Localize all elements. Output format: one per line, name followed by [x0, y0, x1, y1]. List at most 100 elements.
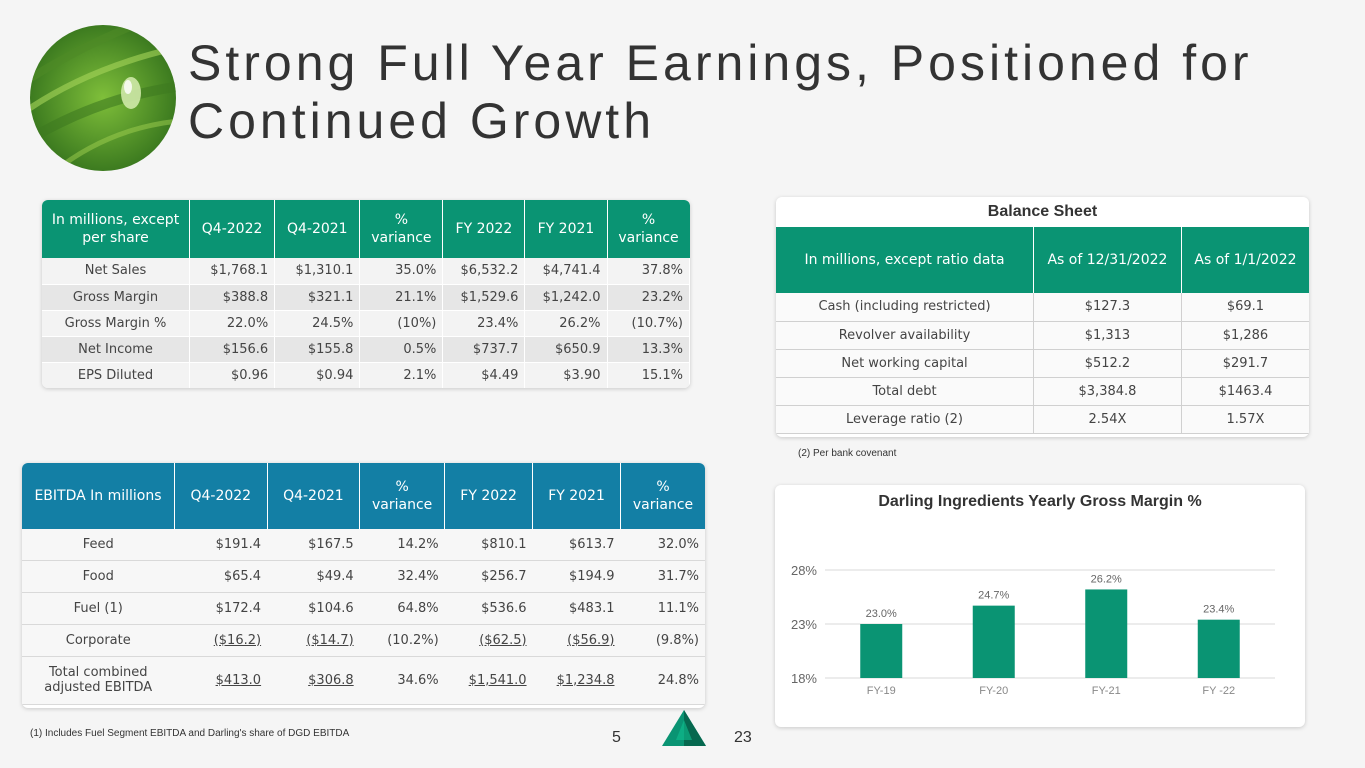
table-cell: Food [22, 560, 175, 593]
table-cell: 2.54X [1033, 405, 1182, 434]
table-cell: Net Income [42, 336, 190, 363]
table-header: FY 2022 [444, 463, 534, 529]
table-cell: 26.2% [524, 310, 608, 337]
table-cell: Revolver availability [776, 321, 1034, 350]
table-cell: $1,529.6 [442, 284, 526, 311]
table-header: FY 2021 [532, 463, 621, 529]
table-cell: 11.1% [620, 592, 705, 625]
table-cell: $1,242.0 [524, 284, 608, 311]
table-cell: 32.4% [359, 560, 445, 593]
table-row: Cash (including restricted) $127.3 $69.1 [776, 293, 1309, 322]
table-cell: 15.1% [607, 362, 690, 388]
table-cell: Gross Margin % [42, 310, 190, 337]
table-cell: $167.5 [267, 529, 360, 561]
table-cell: 24.5% [274, 310, 361, 337]
table-cell: $0.96 [189, 362, 276, 388]
ebitda-table-card: EBITDA In millions Q4-2022 Q4-2021 % var… [22, 463, 705, 708]
table-cell: $413.0 [174, 656, 268, 705]
table-cell: Leverage ratio (2) [776, 405, 1034, 434]
x-tick-label: FY-21 [1092, 685, 1121, 697]
table-row: Fuel (1) $172.4 $104.6 64.8% $536.6 $483… [22, 592, 705, 625]
table-cell: $256.7 [444, 560, 533, 593]
ebitda-footnote: (1) Includes Fuel Segment EBITDA and Dar… [30, 728, 350, 739]
table-header: As of 12/31/2022 [1033, 227, 1182, 293]
table-cell: $69.1 [1181, 293, 1309, 322]
table-cell: $291.7 [1181, 349, 1309, 378]
table-cell: 0.5% [359, 336, 444, 363]
table-header: In millions, except per share [42, 200, 190, 258]
table-cell: $194.9 [532, 560, 621, 593]
table-row: Net working capital $512.2 $291.7 [776, 349, 1309, 378]
y-tick-label: 23% [791, 617, 817, 632]
balance-sheet-table: In millions, except ratio data As of 12/… [776, 227, 1309, 434]
table-header: Q4-2022 [174, 463, 268, 529]
table-cell: 35.0% [359, 258, 444, 285]
table-cell: $306.8 [267, 656, 360, 705]
table-row: Revolver availability $1,313 $1,286 [776, 321, 1309, 350]
table-cell: Gross Margin [42, 284, 190, 311]
table-header: EBITDA In millions [22, 463, 175, 529]
table-cell: (10%) [359, 310, 444, 337]
table-cell: Corporate [22, 624, 175, 657]
table-header: FY 2022 [442, 200, 526, 258]
data-label: 26.2% [1091, 573, 1122, 585]
table-cell: $172.4 [174, 592, 268, 625]
bar [972, 605, 1015, 678]
ebitda-table: EBITDA In millions Q4-2022 Q4-2021 % var… [22, 463, 705, 705]
table-header: In millions, except ratio data [776, 227, 1034, 293]
table-cell: $1,286 [1181, 321, 1309, 350]
page-number-right: 23 [734, 729, 752, 746]
table-cell: $4,741.4 [524, 258, 608, 285]
table-cell: $650.9 [524, 336, 608, 363]
table-cell: $1,313 [1033, 321, 1182, 350]
chart-title: Darling Ingredients Yearly Gross Margin … [878, 493, 1202, 510]
table-row: Net Sales $1,768.1 $1,310.1 35.0% $6,532… [42, 258, 690, 285]
balance-sheet-title: Balance Sheet [987, 203, 1098, 220]
table-cell: $49.4 [267, 560, 360, 593]
table-cell: ($16.2) [174, 624, 268, 657]
y-tick-label: 18% [791, 671, 817, 686]
table-cell: $4.49 [442, 362, 526, 388]
table-cell: $388.8 [189, 284, 276, 311]
table-row: Total debt $3,384.8 $1463.4 [776, 377, 1309, 406]
triangle-logo-icon [662, 710, 706, 746]
table-cell: 37.8% [607, 258, 690, 285]
data-label: 23.0% [866, 608, 897, 620]
table-cell: $156.6 [189, 336, 276, 363]
table-cell: $1,310.1 [274, 258, 361, 285]
page-number-left: 5 [612, 729, 621, 746]
table-cell: ($14.7) [267, 624, 360, 657]
table-cell: (10.2%) [359, 624, 445, 657]
table-header: % variance [607, 200, 690, 258]
table-cell: $512.2 [1033, 349, 1182, 378]
table-cell: Total debt [776, 377, 1034, 406]
x-tick-label: FY-20 [979, 685, 1008, 697]
y-tick-label: 28% [791, 563, 817, 578]
bar [1085, 589, 1128, 678]
table-row: Total combined adjusted EBITDA $413.0 $3… [22, 656, 705, 705]
table-cell: (10.7%) [607, 310, 690, 337]
table-cell: 32.0% [620, 529, 705, 561]
table-cell: EPS Diluted [42, 362, 190, 388]
x-tick-label: FY -22 [1202, 685, 1235, 697]
bar [860, 624, 903, 678]
table-cell: $65.4 [174, 560, 268, 593]
table-cell: $6,532.2 [442, 258, 526, 285]
table-cell: 14.2% [359, 529, 445, 561]
table-cell: $483.1 [532, 592, 621, 625]
table-header: Q4-2021 [267, 463, 361, 529]
table-row: Gross Margin $388.8 $321.1 21.1% $1,529.… [42, 284, 690, 311]
balance-sheet-footnote: (2) Per bank covenant [798, 448, 897, 459]
table-row: Net Income $156.6 $155.8 0.5% $737.7 $65… [42, 336, 690, 363]
table-cell: $104.6 [267, 592, 360, 625]
table-cell: Net working capital [776, 349, 1034, 378]
table-cell: Fuel (1) [22, 592, 175, 625]
data-label: 24.7% [978, 590, 1009, 602]
table-row: Corporate ($16.2) ($14.7) (10.2%) ($62.5… [22, 624, 705, 657]
table-cell: Total combined adjusted EBITDA [22, 656, 175, 705]
table-cell: $3,384.8 [1033, 377, 1182, 406]
table-cell: $1463.4 [1181, 377, 1309, 406]
table-row: Leverage ratio (2) 2.54X 1.57X [776, 405, 1309, 434]
table-cell: 24.8% [620, 656, 705, 705]
bar [1197, 619, 1240, 678]
